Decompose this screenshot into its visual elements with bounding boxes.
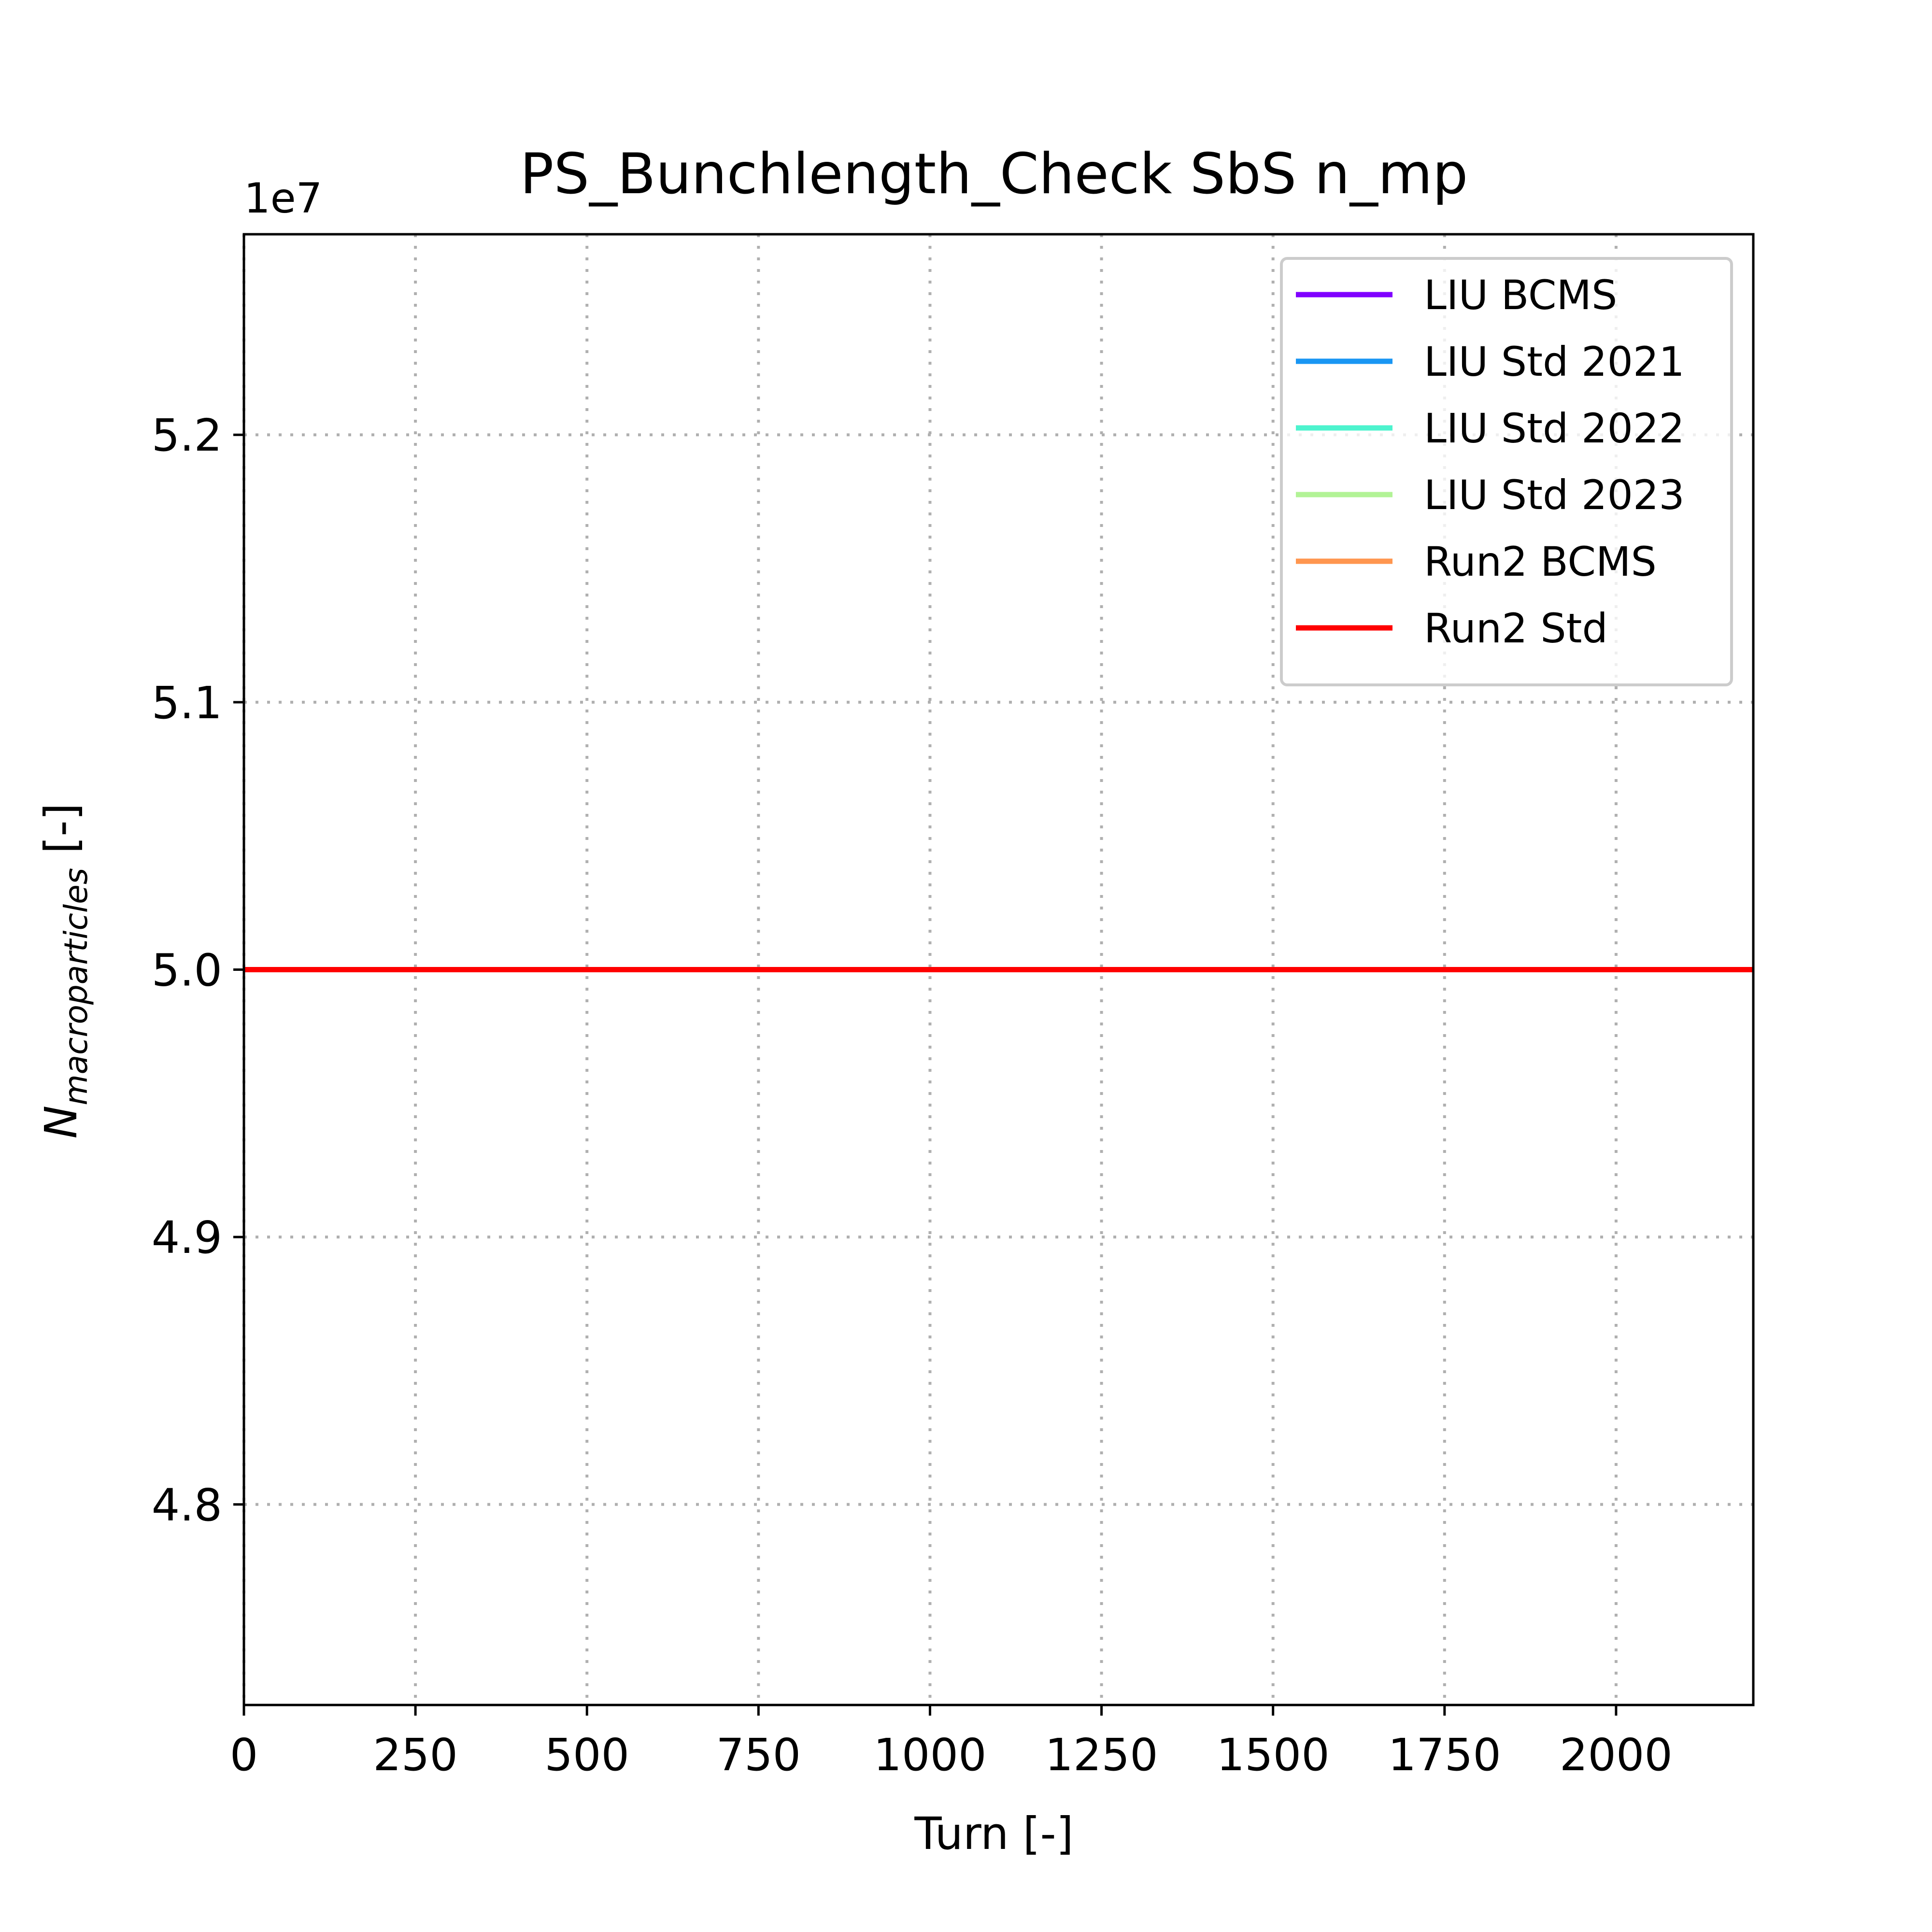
legend-label: LIU Std 2021 xyxy=(1424,338,1685,385)
y-tick-label: 4.8 xyxy=(152,1479,222,1531)
y-tick-label: 4.9 xyxy=(152,1212,222,1264)
x-tick-label: 750 xyxy=(716,1729,801,1781)
legend-label: LIU BCMS xyxy=(1424,271,1617,319)
x-tick-label: 500 xyxy=(544,1729,629,1781)
axis-ticks: 0 250 500 750 1000 1250 1500 1750 2000 4.8 4.9 5.0 5… xyxy=(152,410,1673,1781)
y-tick-label: 5.2 xyxy=(152,410,222,461)
x-tick-label: 1500 xyxy=(1217,1729,1330,1781)
legend-label: LIU Std 2023 xyxy=(1424,471,1685,519)
x-tick-label: 1000 xyxy=(873,1729,986,1781)
legend-label: LIU Std 2022 xyxy=(1424,405,1685,452)
legend: LIU BCMS LIU Std 2021 LIU Std 2022 LIU Std … xyxy=(1280,257,1733,686)
x-tick-label: 0 xyxy=(230,1729,258,1781)
y-tick-label: 5.0 xyxy=(152,945,222,996)
x-tick-label: 250 xyxy=(373,1729,458,1781)
y-axis-label-suffix: [-] xyxy=(35,803,87,868)
legend-box xyxy=(1280,257,1733,686)
legend-label: Run2 BCMS xyxy=(1424,538,1657,585)
x-tick-label: 2000 xyxy=(1560,1729,1673,1781)
y-axis-label-sub: macroparticles xyxy=(57,868,95,1106)
x-axis-label: Turn [-] xyxy=(914,1808,1073,1860)
y-axis-label-main: N xyxy=(35,1106,87,1139)
x-tick-label: 1750 xyxy=(1388,1729,1501,1781)
legend-label: Run2 Std xyxy=(1424,605,1608,652)
x-tick-label: 1250 xyxy=(1045,1729,1158,1781)
y-tick-label: 5.1 xyxy=(152,677,222,729)
y-axis-offset-label: 1e7 xyxy=(244,174,322,223)
plot-frame xyxy=(242,233,1755,1706)
chart-title: PS_Bunchlength_Check SbS n_mp xyxy=(520,142,1468,207)
y-axis-label: Nmacroparticles [-] xyxy=(35,803,95,1139)
